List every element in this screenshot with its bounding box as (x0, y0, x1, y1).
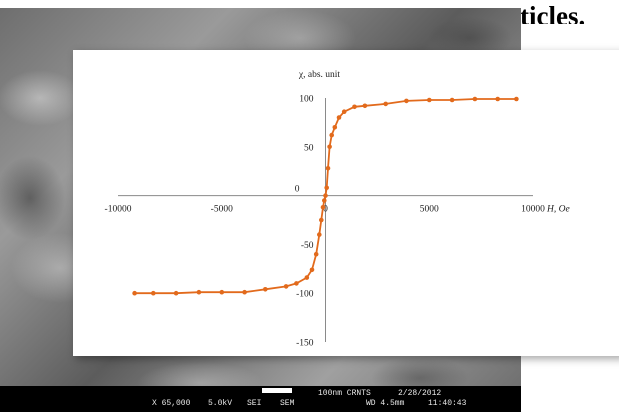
data-point (219, 289, 225, 295)
x-tick-label: -10000 (105, 205, 132, 215)
magnetization-chart-card: -10000 -5000 0 5000 10000 100 50 0 -50 -100 -150 χ… (73, 50, 619, 356)
data-point (294, 281, 299, 286)
sem-date: 2/28/2012 (398, 389, 442, 398)
data-point (304, 275, 310, 280)
data-point (427, 97, 432, 103)
data-point (472, 96, 478, 102)
x-tick-label: 5000 (420, 205, 439, 215)
scale-bar (262, 388, 292, 393)
data-point (495, 96, 501, 102)
chart-tick-labels: -10000 -5000 0 5000 10000 100 50 0 -50 -100 -150 (105, 95, 546, 349)
data-point (514, 96, 519, 102)
data-point (313, 251, 319, 257)
data-point (404, 98, 409, 104)
data-point (323, 193, 328, 198)
data-point (309, 267, 315, 273)
data-point (319, 217, 324, 223)
sem-time: 11:40:43 (428, 399, 467, 408)
sem-magnification: X 65,000 (152, 399, 191, 408)
data-point (325, 166, 331, 171)
data-point (132, 290, 137, 296)
data-point (263, 287, 268, 292)
sem-scale-text: 100nm CRNTS (318, 389, 371, 398)
x-axis-label: H, Oe (546, 205, 570, 215)
data-point (196, 289, 202, 295)
page-heading-fragment: ticles. (0, 0, 619, 25)
y-tick-label: 50 (304, 143, 314, 153)
data-point (449, 97, 455, 103)
data-point (329, 132, 335, 138)
chart-series (132, 96, 519, 296)
data-point (151, 290, 156, 296)
data-point (320, 205, 326, 210)
data-point (352, 104, 357, 110)
data-point (324, 185, 329, 191)
y-tick-label: 100 (299, 95, 314, 105)
data-point (242, 289, 247, 295)
sem-voltage: 5.0kV (208, 399, 233, 408)
data-point (362, 103, 368, 109)
heading-right-text: ticles. (520, 1, 586, 25)
sem-detector: SEI (247, 399, 262, 408)
x-tick-label: 10000 (521, 205, 545, 215)
data-point (173, 290, 179, 296)
x-tick-label: 0 (323, 205, 328, 215)
y-tick-label: -50 (301, 241, 314, 251)
data-point (327, 144, 332, 150)
data-point (332, 125, 338, 130)
x-tick-label: -5000 (211, 205, 233, 215)
sem-info-bar: X 65,000 5.0kV SEI SEM 100nm CRNTS 2/28/… (0, 386, 521, 412)
y-tick-label: -150 (296, 339, 314, 349)
data-point (317, 232, 322, 237)
y-tick-label: 0 (295, 185, 300, 195)
sem-mode: SEM (280, 399, 295, 408)
y-tick-label: -100 (296, 290, 314, 300)
chart-axes (118, 98, 533, 342)
magnetization-chart: -10000 -5000 0 5000 10000 100 50 0 -50 -100 -150 χ… (105, 70, 570, 349)
data-point (283, 284, 289, 289)
sem-working-distance: WD 4.5mm (366, 399, 405, 408)
data-point (336, 115, 342, 120)
data-point (322, 198, 327, 203)
data-point (341, 109, 347, 114)
data-point (383, 101, 389, 107)
y-axis-label: χ, abs. unit (298, 70, 341, 80)
